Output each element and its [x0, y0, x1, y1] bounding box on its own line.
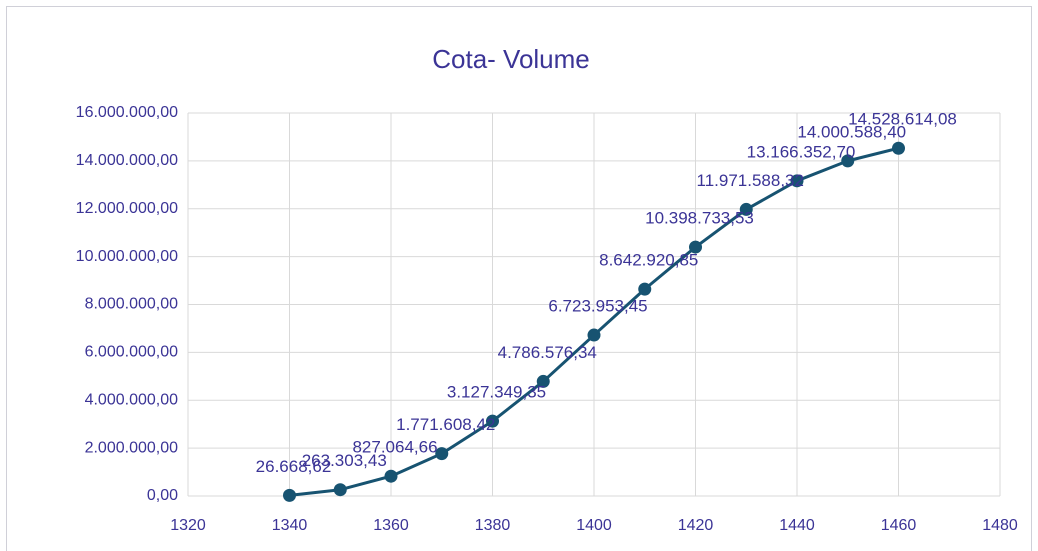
y-tick-label: 0,00 [147, 487, 178, 504]
data-label: 8.642.920,85 [599, 251, 698, 270]
data-label: 14.000.588,40 [797, 122, 906, 141]
x-tick-label: 1340 [272, 517, 308, 534]
data-point [739, 202, 753, 216]
x-tick-label: 1460 [881, 517, 917, 534]
data-point [638, 282, 652, 296]
y-tick-label: 6.000.000,00 [85, 344, 179, 361]
data-label: 1.771.608,42 [396, 415, 495, 434]
data-point [536, 374, 550, 388]
data-point [435, 447, 449, 461]
x-tick-label: 1360 [373, 517, 409, 534]
y-tick-label: 14.000.000,00 [76, 152, 178, 169]
chart-title: Cota- Volume [432, 44, 590, 74]
data-label: 11.971.588,32 [697, 171, 804, 190]
data-label: 3.127.349,35 [447, 383, 546, 402]
x-tick-label: 1380 [475, 517, 511, 534]
data-point [333, 483, 347, 497]
y-tick-label: 4.000.000,00 [85, 391, 179, 408]
data-point [790, 174, 804, 188]
y-tick-label: 12.000.000,00 [76, 200, 178, 217]
chart-border [6, 6, 1032, 551]
y-tick-label: 8.000.000,00 [85, 296, 179, 313]
x-tick-label: 1420 [678, 517, 714, 534]
x-tick-label: 1440 [779, 517, 815, 534]
data-label: 6.723.953,45 [548, 297, 647, 316]
y-tick-label: 2.000.000,00 [85, 439, 179, 456]
data-label: 14.528.614,08 [848, 110, 957, 129]
x-tick-label: 1320 [170, 517, 206, 534]
data-point [892, 141, 905, 155]
data-label: 10.398.733,53 [645, 209, 754, 228]
data-point [283, 488, 296, 502]
data-point [689, 240, 702, 254]
data-label: 263.303,43 [302, 451, 387, 470]
data-point [841, 154, 855, 168]
y-tick-label: 16.000.000,00 [76, 104, 178, 121]
data-point [587, 328, 601, 342]
data-label: 4.786.576,34 [498, 343, 597, 362]
data-point [486, 414, 499, 428]
data-label: 13.166.352,70 [747, 142, 856, 161]
data-label: 26.668,62 [256, 457, 332, 476]
data-label: 827.064,66 [352, 438, 437, 457]
data-point [384, 469, 398, 483]
x-tick-label: 1400 [576, 517, 612, 534]
y-tick-label: 10.000.000,00 [76, 248, 178, 265]
x-tick-label: 1480 [982, 517, 1018, 534]
